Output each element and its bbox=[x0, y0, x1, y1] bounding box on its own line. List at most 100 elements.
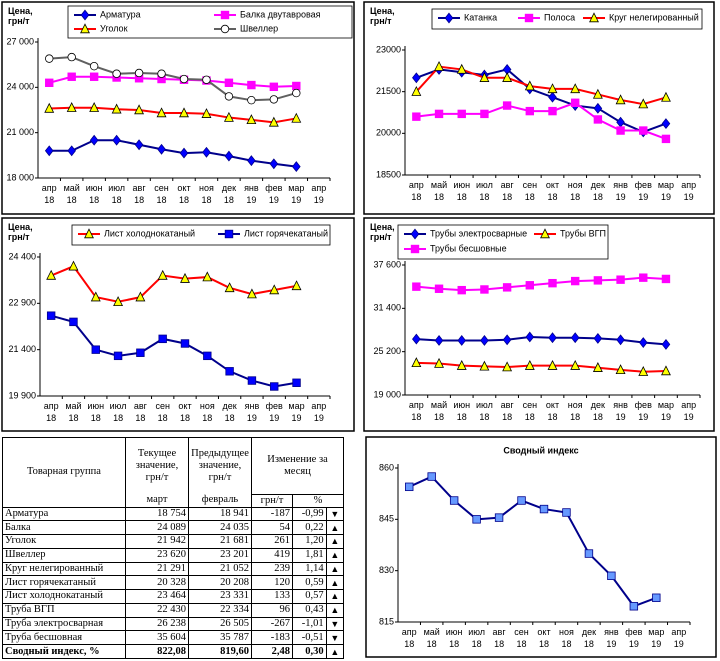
marker bbox=[220, 24, 230, 34]
row-label: Труба ВГП bbox=[2, 602, 126, 618]
marker bbox=[456, 359, 467, 370]
marker bbox=[638, 366, 649, 376]
marker bbox=[427, 472, 436, 481]
marker bbox=[592, 362, 603, 372]
x-tick-label: янв 19 bbox=[613, 180, 628, 202]
x-tick-label: июн 18 bbox=[446, 627, 463, 649]
marker bbox=[592, 88, 603, 99]
legend-label: Полоса bbox=[544, 12, 575, 22]
marker bbox=[157, 143, 166, 155]
trend-arrow: ▼ bbox=[325, 616, 345, 632]
marker bbox=[615, 94, 626, 105]
cell-value: 20 328 bbox=[125, 575, 189, 591]
marker bbox=[179, 74, 189, 84]
marker bbox=[616, 334, 625, 346]
marker bbox=[593, 276, 603, 285]
x-tick-label: апр 18 bbox=[402, 627, 417, 649]
table-row: Круг нелегированный 21 291 21 052 239 1,14 ▲ bbox=[2, 561, 345, 577]
x-tick-label: окт 18 bbox=[178, 401, 191, 423]
x-tick-label: апр 19 bbox=[681, 400, 696, 422]
cell-value: -187 bbox=[251, 506, 293, 522]
x-tick-label: апр 18 bbox=[42, 183, 57, 205]
x-tick-label: фев 19 bbox=[635, 400, 652, 422]
legend-label: Уголок bbox=[100, 23, 128, 33]
cell-value: -1,01 bbox=[292, 616, 327, 632]
marker bbox=[225, 367, 234, 376]
marker bbox=[91, 345, 100, 354]
x-tick-label: сен 18 bbox=[154, 183, 169, 205]
marker bbox=[68, 260, 79, 271]
marker bbox=[584, 549, 594, 558]
header-previous-month: февраль bbox=[188, 494, 252, 508]
legend-label: Трубы бесшовные bbox=[430, 243, 507, 253]
row-label: Круг нелегированный bbox=[2, 561, 126, 577]
marker bbox=[616, 116, 625, 128]
marker bbox=[434, 284, 444, 293]
legend-label: Швеллер bbox=[240, 23, 278, 33]
cell-value: 22 334 bbox=[188, 602, 252, 618]
marker bbox=[411, 85, 422, 96]
row-label: Уголок bbox=[2, 534, 126, 549]
marker bbox=[180, 272, 190, 283]
cell-value: 0,22 bbox=[292, 520, 327, 536]
marker bbox=[524, 13, 534, 23]
marker bbox=[45, 78, 54, 87]
marker bbox=[202, 271, 213, 282]
marker bbox=[593, 332, 603, 344]
marker bbox=[84, 228, 94, 239]
marker bbox=[67, 52, 76, 62]
marker bbox=[112, 69, 121, 78]
marker bbox=[202, 75, 211, 84]
marker bbox=[80, 23, 90, 34]
marker bbox=[457, 335, 467, 346]
marker bbox=[434, 357, 444, 368]
cell-value: 0,57 bbox=[292, 589, 327, 604]
marker bbox=[292, 81, 301, 91]
marker bbox=[661, 365, 671, 376]
marker bbox=[616, 275, 625, 284]
marker bbox=[570, 83, 581, 94]
marker bbox=[224, 92, 234, 101]
legend-box bbox=[71, 224, 331, 246]
legend-label: Лист горячекатаный bbox=[244, 228, 328, 238]
table-row: Труба электросварная 26 238 26 505 -267 -1,0… bbox=[2, 616, 345, 632]
y-tick-label: 845 bbox=[379, 514, 394, 524]
x-tick-label: апр 19 bbox=[311, 183, 326, 205]
marker bbox=[661, 338, 671, 350]
marker bbox=[270, 382, 279, 391]
row-label: Труба электросварная bbox=[2, 616, 126, 632]
trend-arrow: ▼ bbox=[325, 630, 345, 646]
y-tick-label: 23000 bbox=[376, 44, 401, 54]
x-tick-label: янв 19 bbox=[613, 400, 628, 422]
marker bbox=[480, 285, 489, 294]
y-tick-label: 21 000 bbox=[6, 127, 34, 137]
series-line bbox=[48, 75, 297, 88]
marker bbox=[444, 12, 454, 24]
x-tick-label: апр 18 bbox=[409, 400, 424, 422]
x-tick-label: окт 18 bbox=[537, 627, 550, 649]
marker bbox=[220, 10, 230, 20]
marker bbox=[524, 80, 535, 91]
x-tick-label: мар 19 bbox=[288, 183, 304, 205]
x-tick-label: мар 19 bbox=[288, 401, 304, 423]
legend-label: Лист холоднокатаный bbox=[104, 228, 195, 238]
chart-title: Сводный индекс bbox=[503, 445, 578, 455]
cell-value: 0,59 bbox=[292, 575, 327, 591]
marker bbox=[246, 288, 257, 299]
cell-value: -0,51 bbox=[292, 630, 327, 646]
x-tick-label: апр 18 bbox=[409, 180, 424, 202]
cell-value: 23 620 bbox=[125, 547, 189, 563]
x-tick-label: окт 18 bbox=[546, 400, 559, 422]
cell-value: 2,48 bbox=[251, 644, 293, 659]
cell-value: -0,99 bbox=[292, 506, 327, 522]
marker bbox=[472, 515, 481, 524]
x-tick-label: май 18 bbox=[424, 627, 440, 649]
cell-value: 1,14 bbox=[292, 561, 327, 577]
y-tick-label: 31 400 bbox=[373, 303, 401, 313]
x-tick-label: ноя 18 bbox=[568, 180, 583, 202]
table-row: Уголок 21 942 21 681 261 1,20 ▲ bbox=[2, 534, 345, 549]
y-tick-label: 18500 bbox=[376, 169, 401, 179]
marker bbox=[291, 280, 302, 291]
cell-value: 23 464 bbox=[125, 589, 189, 604]
marker bbox=[46, 269, 57, 280]
